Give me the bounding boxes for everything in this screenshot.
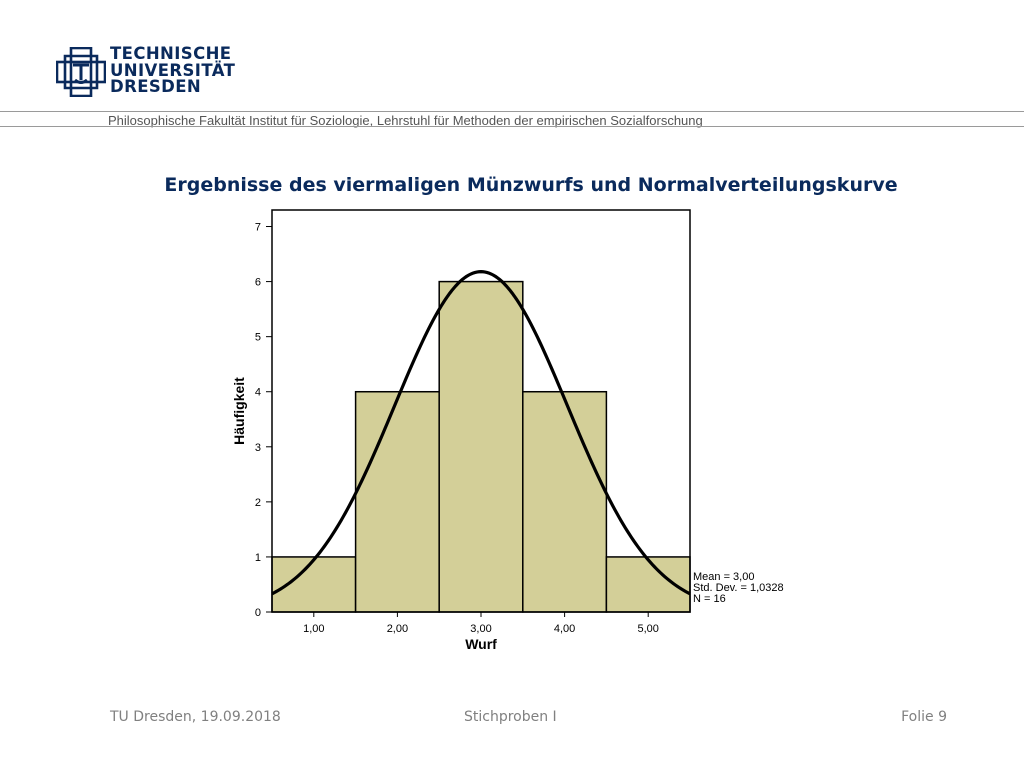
header-faculty: Philosophische Fakultät bbox=[108, 113, 246, 128]
bar-4,00 bbox=[522, 390, 608, 613]
y-tick-label: 2 bbox=[255, 497, 261, 509]
x-tick-label: 2,00 bbox=[387, 623, 408, 635]
header-affiliation: Philosophische Fakultät Institut für Soz… bbox=[108, 113, 703, 128]
stats-std-dev: Std. Dev. = 1,0328 bbox=[693, 582, 784, 594]
footer-topic: Stichproben I bbox=[464, 709, 557, 725]
header-divider-top bbox=[0, 111, 1024, 112]
x-tick-label: 5,00 bbox=[637, 623, 658, 635]
x-tick-label: 3,00 bbox=[470, 623, 491, 635]
wordmark-line-2: UNIVERSITÄT bbox=[110, 60, 236, 80]
x-tick-label: 4,00 bbox=[554, 623, 575, 635]
bar-5,00 bbox=[605, 556, 691, 613]
y-tick-label: 1 bbox=[255, 552, 261, 564]
stats-box: Mean = 3,00 Std. Dev. = 1,0328 N = 16 bbox=[693, 571, 784, 605]
y-tick-label: 3 bbox=[255, 442, 261, 454]
y-tick-label: 5 bbox=[255, 332, 261, 344]
tu-dresden-logo-icon bbox=[56, 47, 106, 97]
wordmark-line-3: DRESDEN bbox=[110, 77, 202, 96]
slide-title: Ergebnisse des viermaligen Münzwurfs und… bbox=[164, 174, 898, 196]
stats-mean: Mean = 3,00 bbox=[693, 571, 754, 583]
bar-1,00 bbox=[271, 556, 357, 613]
y-tick-label: 6 bbox=[255, 277, 261, 289]
bar-2,00 bbox=[354, 390, 440, 613]
y-tick-label: 4 bbox=[255, 387, 261, 399]
normal-curve-line bbox=[271, 270, 691, 596]
y-axis-label: Häufigkeit bbox=[231, 377, 247, 445]
stats-n: N = 16 bbox=[693, 593, 726, 605]
x-axis-label: Wurf bbox=[465, 636, 497, 652]
x-tick-label: 1,00 bbox=[303, 623, 324, 635]
footer-date: TU Dresden, 19.09.2018 bbox=[110, 709, 281, 725]
header-divider-bottom bbox=[0, 126, 1024, 127]
wordmark-line-1: TECHNISCHE bbox=[110, 44, 232, 63]
university-wordmark: TECHNISCHE UNIVERSITÄT DRESDEN bbox=[110, 44, 236, 96]
y-tick-label: 0 bbox=[255, 607, 261, 619]
y-tick-label: 7 bbox=[255, 222, 261, 234]
header-institute: Institut für Soziologie, Lehrstuhl für M… bbox=[248, 113, 703, 128]
bar-3,00 bbox=[438, 280, 524, 613]
footer-slide-number: Folie 9 bbox=[901, 709, 947, 725]
